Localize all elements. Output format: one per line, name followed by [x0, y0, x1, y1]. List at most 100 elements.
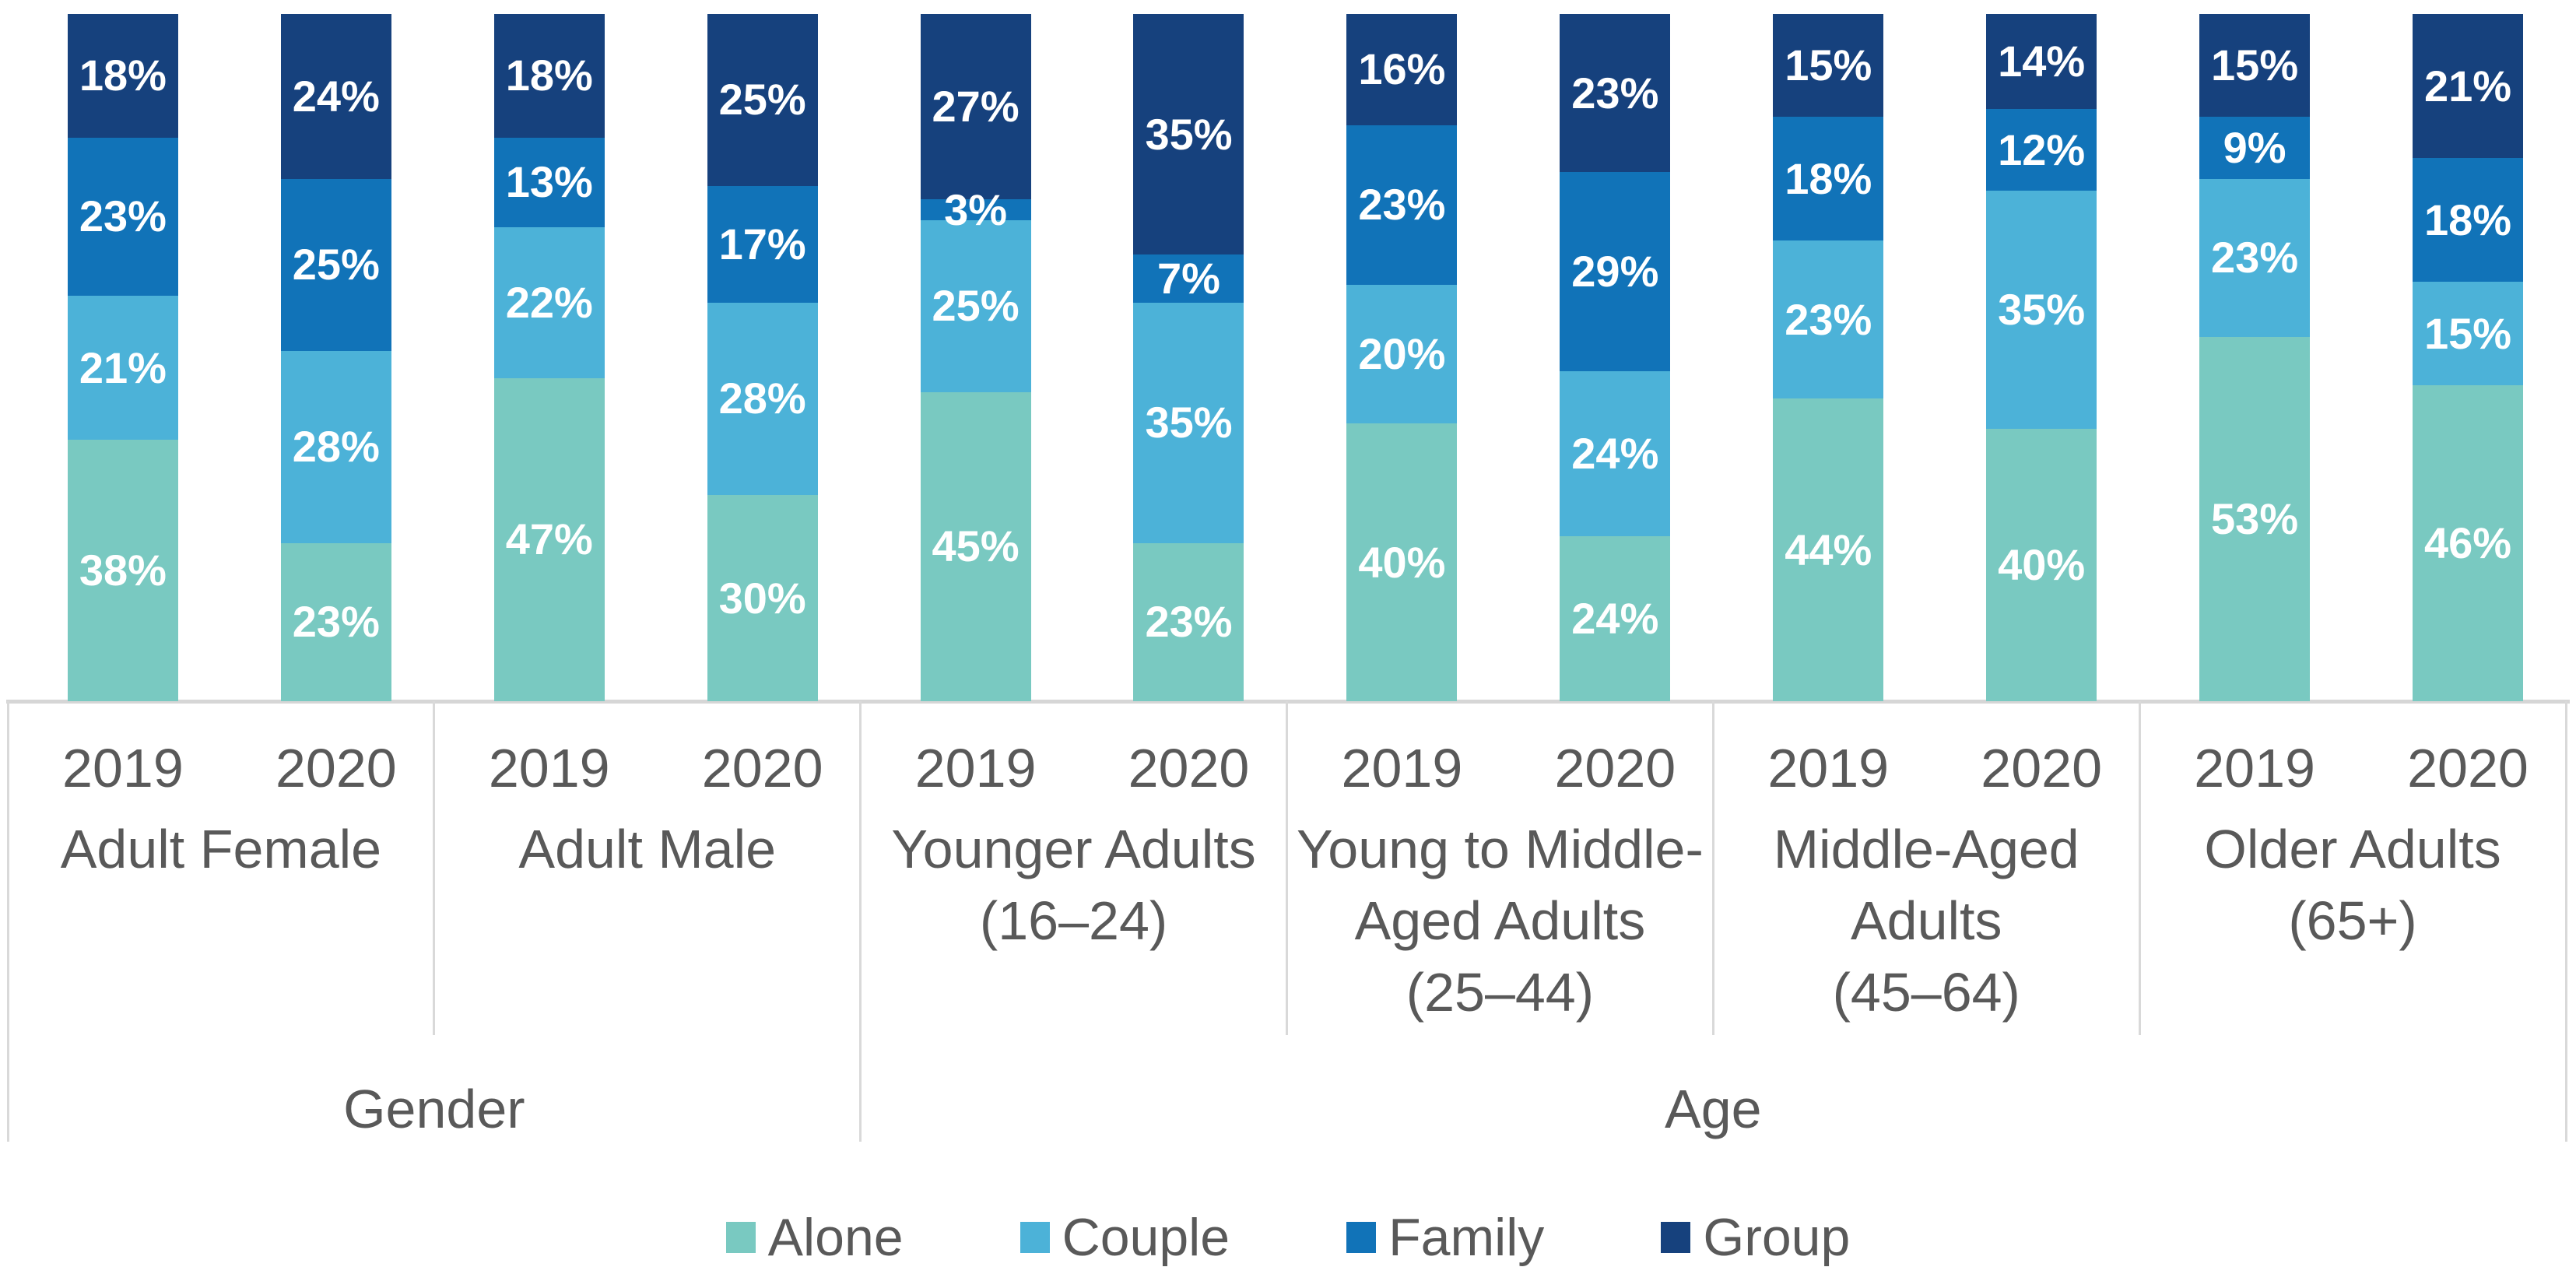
year-label: 2019 [62, 738, 184, 798]
bar-segment-couple: 20% [1346, 284, 1458, 424]
stacked-bar-adult-male-2020: 25% 17% 28% 30% [707, 14, 818, 701]
legend-item-family: Family [1346, 1206, 1544, 1269]
category-label-line: Older Adults [2204, 819, 2501, 879]
bar-segment-alone: 40% [1986, 429, 2097, 701]
bar-segment-family: 18% [2412, 158, 2523, 283]
value-label: 27% [932, 82, 1020, 132]
bar-segment-alone: 45% [920, 391, 1031, 701]
value-label: 22% [505, 277, 593, 327]
year-label: 2019 [1341, 738, 1463, 798]
bar-segment-couple: 23% [1773, 240, 1884, 399]
bar-segment-couple: 15% [2412, 282, 2523, 385]
value-label: 20% [1358, 329, 1446, 379]
bar-segment-couple: 23% [2199, 178, 2311, 337]
bar-segment-family: 25% [280, 178, 391, 351]
year-label: 2020 [1981, 738, 2103, 798]
value-label: 29% [1571, 247, 1659, 297]
axis-divider [859, 701, 862, 1142]
bar-segment-couple: 25% [920, 219, 1031, 392]
stacked-bar-adult-female-2020: 24% 25% 28% 23% [280, 14, 391, 701]
value-label: 18% [2423, 195, 2512, 244]
legend-swatch-alone-icon [725, 1222, 756, 1253]
bar-segment-family: 7% [1133, 254, 1244, 303]
bar-segment-alone: 47% [493, 377, 605, 701]
category-label-line: Adult Male [518, 819, 777, 879]
stacked-bar-older-adults-65-2020: 21% 18% 15% 46% [2412, 14, 2523, 701]
bar-segment-family: 29% [1560, 172, 1671, 372]
axis-divider [1286, 701, 1288, 1035]
value-label: 30% [718, 573, 806, 623]
year-label: 2020 [275, 738, 397, 798]
value-label: 28% [718, 374, 806, 423]
value-label: 7% [1157, 253, 1220, 303]
bar-segment-family: 13% [493, 137, 605, 227]
bar-segment-family: 12% [1986, 109, 2097, 191]
stacked-bar-adult-female-2019: 18% 23% 21% 38% [67, 14, 178, 701]
bar-segment-group: 18% [493, 14, 605, 138]
x-axis-line [6, 700, 2570, 704]
bar-segment-family: 18% [1773, 117, 1884, 241]
category-label-older-adults-65: Older Adults (65+) [2139, 813, 2566, 956]
stacked-bar-adult-male-2019: 18% 13% 22% 47% [493, 14, 605, 701]
bar-segment-alone: 23% [1133, 542, 1244, 701]
legend-item-couple: Couple [1020, 1206, 1230, 1269]
bar-segment-family: 9% [2199, 117, 2311, 179]
bar-segment-family: 17% [707, 185, 818, 303]
value-label: 46% [2423, 518, 2512, 567]
value-label: 40% [1358, 537, 1446, 587]
value-label: 35% [1145, 398, 1233, 447]
legend-label: Group [1703, 1208, 1851, 1267]
category-label-line: (25–44) [1406, 962, 1595, 1023]
bar-segment-alone: 46% [2412, 384, 2523, 701]
stacked-bar-middle-aged-adults-45-64-2020: 14% 12% 35% 40% [1986, 14, 2097, 701]
value-label: 21% [2423, 61, 2512, 111]
value-label: 9% [2223, 123, 2286, 173]
bar-segment-alone: 40% [1346, 423, 1458, 701]
value-label: 23% [1571, 68, 1659, 118]
year-label: 2019 [2194, 738, 2315, 798]
value-label: 18% [1785, 153, 1872, 203]
bar-segment-group: 15% [2199, 14, 2311, 118]
bar-segment-couple: 35% [1133, 302, 1244, 543]
category-label-line: Middle-Aged [1773, 819, 2079, 879]
year-label: 2020 [1554, 738, 1676, 798]
value-label: 24% [1571, 594, 1659, 643]
category-label-line: Young to Middle- [1297, 819, 1704, 879]
bar-segment-family: 23% [67, 137, 178, 297]
legend-label: Alone [767, 1208, 904, 1267]
category-label-line: Younger Adults [891, 819, 1256, 879]
bar-segment-group: 21% [2412, 14, 2523, 159]
value-label: 24% [292, 71, 380, 121]
category-label-young-to-middle-aged-adults-25-44: Young to Middle- Aged Adults (25–44) [1287, 813, 1714, 1028]
category-label-line: (45–64) [1832, 962, 2020, 1023]
year-label: 2020 [2407, 738, 2529, 798]
legend: Alone Couple Family Group [0, 1206, 2576, 1269]
value-label: 17% [718, 219, 806, 268]
value-label: 13% [505, 157, 593, 207]
category-label-adult-female: Adult Female [8, 813, 434, 885]
bar-segment-alone: 38% [67, 440, 178, 701]
value-label: 23% [1145, 597, 1233, 647]
bar-segment-alone: 44% [1773, 398, 1884, 701]
stacked-bar-younger-adults-16-24-2019: 27% 3% 25% 45% [920, 14, 1031, 701]
bar-segment-alone: 24% [1560, 536, 1671, 701]
value-label: 15% [2423, 308, 2512, 358]
bar-segment-group: 14% [1986, 14, 2097, 110]
category-label-line: (16–24) [979, 890, 1168, 951]
value-label: 28% [292, 422, 380, 472]
value-label: 3% [944, 184, 1008, 234]
value-label: 40% [1998, 540, 2086, 590]
bar-segment-couple: 24% [1560, 371, 1671, 537]
legend-swatch-group-icon [1661, 1222, 1691, 1253]
axis-divider [2564, 701, 2567, 1142]
axis-group-label-age: Age [1665, 1079, 1762, 1139]
year-label: 2019 [1767, 738, 1890, 798]
value-label: 18% [79, 51, 167, 100]
value-label: 12% [1998, 125, 2086, 174]
axis-divider [2138, 701, 2141, 1035]
bar-segment-group: 23% [1560, 14, 1671, 173]
category-label-line: Aged Adults [1354, 890, 1646, 951]
year-label: 2020 [1128, 738, 1250, 798]
bar-segment-group: 25% [707, 14, 818, 186]
